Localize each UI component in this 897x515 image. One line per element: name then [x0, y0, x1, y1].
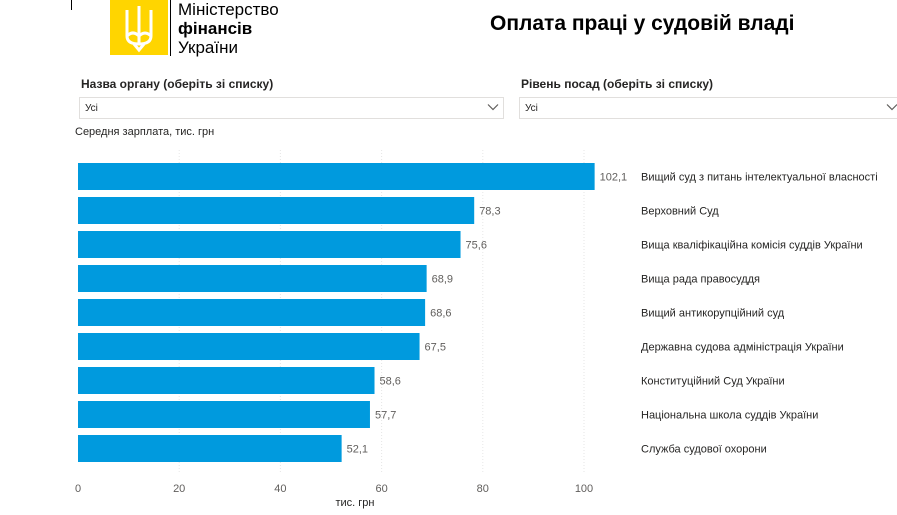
bar-value-label: 52,1	[347, 444, 368, 456]
category-label: Служба судової охорони	[641, 444, 767, 456]
logo-separator	[170, 0, 171, 56]
bar	[78, 197, 475, 224]
level-filter-dropdown[interactable]: Усі	[519, 97, 897, 119]
x-tick-label: 60	[375, 483, 387, 495]
category-label: Вищий антикорупційний суд	[641, 308, 785, 320]
category-label: Національна школа суддів України	[641, 410, 818, 422]
bar	[78, 163, 595, 190]
category-label: Верховний Суд	[641, 206, 719, 218]
bar	[78, 435, 342, 462]
bar-value-label: 67,5	[425, 342, 446, 354]
category-label: Вища кваліфікаційна комісія суддів Украї…	[641, 240, 863, 252]
x-tick-label: 100	[575, 483, 593, 495]
category-label: Вища рада правосуддя	[641, 274, 760, 286]
trident-icon	[110, 0, 168, 55]
level-filter-label: Рівень посад (оберіть зі списку)	[521, 77, 713, 91]
level-filter-value: Усі	[525, 103, 538, 114]
category-label: Державна судова адміністрація України	[641, 342, 844, 354]
ministry-logo	[110, 0, 168, 55]
ministry-line-1: Міністерство	[178, 0, 279, 19]
bar	[78, 367, 375, 394]
x-tick-label: 40	[274, 483, 286, 495]
x-tick-label: 0	[75, 483, 81, 495]
bar-value-label: 102,1	[600, 172, 628, 184]
ministry-line-2: фінансів	[178, 19, 253, 38]
bar-value-label: 58,6	[380, 376, 401, 388]
bar	[78, 231, 461, 258]
bar-value-label: 78,3	[479, 206, 500, 218]
chevron-down-icon	[886, 104, 897, 111]
organ-filter-dropdown[interactable]: Усі	[79, 97, 504, 119]
bar-value-label: 57,7	[375, 410, 396, 422]
chart-title: Середня зарплата, тис. грн	[75, 126, 215, 138]
bar	[78, 401, 370, 428]
bar	[78, 265, 427, 292]
chevron-down-icon	[487, 104, 499, 111]
bar-value-label: 75,6	[466, 240, 487, 252]
category-label: Конституційний Суд України	[641, 376, 785, 388]
x-tick-label: 80	[477, 483, 489, 495]
ministry-name: Міністерство фінансів України	[170, 0, 279, 57]
cursor-mark	[71, 0, 72, 10]
bar-value-label: 68,9	[432, 274, 453, 286]
organ-filter-value: Усі	[85, 103, 98, 114]
bar-value-label: 68,6	[430, 308, 451, 320]
bar	[78, 299, 426, 326]
bar	[78, 333, 420, 360]
organ-filter-label: Назва органу (оберіть зі списку)	[81, 77, 274, 91]
x-tick-label: 20	[173, 483, 185, 495]
category-label: Вищий суд з питань інтелектуальної власн…	[641, 172, 878, 184]
x-axis-title: тис. грн	[336, 497, 375, 509]
ministry-line-3: України	[178, 38, 238, 57]
page-title: Оплата праці у судовій владі	[490, 12, 795, 35]
